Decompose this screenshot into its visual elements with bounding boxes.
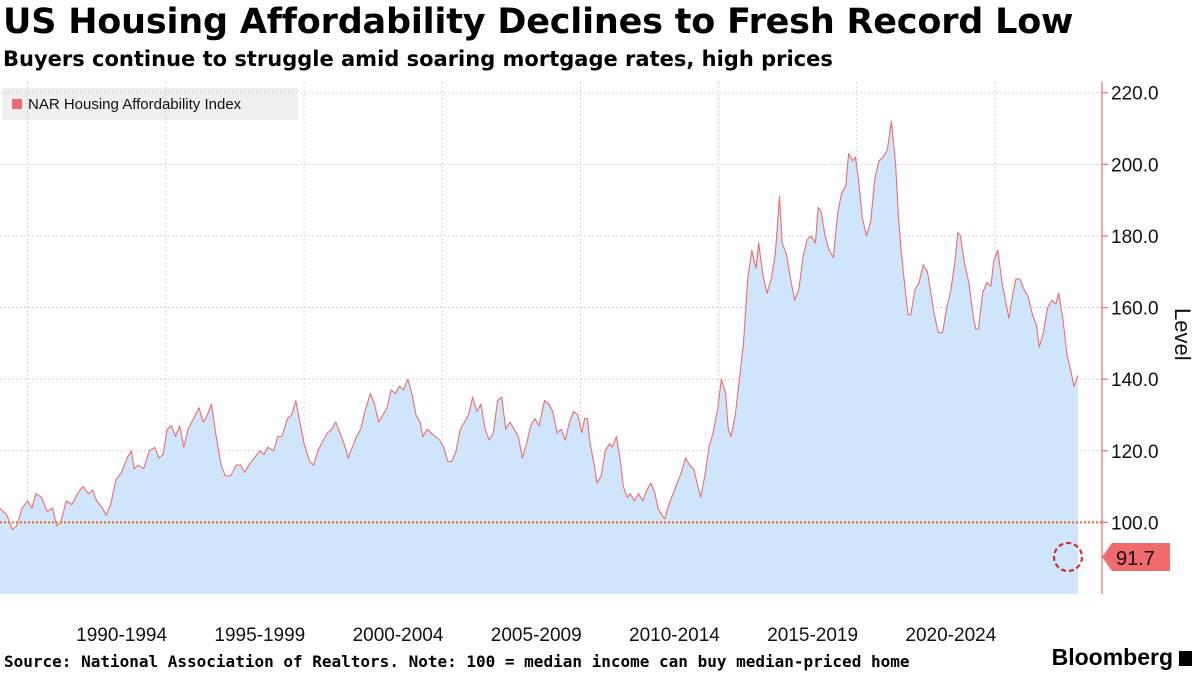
y-axis-label: Level (1170, 308, 1195, 361)
x-tick-label: 1995-1999 (214, 625, 305, 646)
latest-value-marker (1052, 541, 1084, 573)
x-tick-label: 2020-2024 (905, 625, 996, 646)
latest-value-label: 91.7 (1116, 548, 1155, 570)
latest-value-badge (1102, 543, 1170, 571)
x-tick-label: 2005-2009 (491, 625, 582, 646)
bloomberg-logo: Bloomberg (1052, 644, 1192, 671)
chart-legend: NAR Housing Affordability Index (2, 88, 298, 120)
chart-subtitle: Buyers continue to struggle amid soaring… (3, 47, 833, 71)
series-area (0, 121, 1078, 595)
y-tick-label: 140.0 (1111, 370, 1159, 391)
bloomberg-terminal-icon (1179, 651, 1192, 666)
y-tick-label: 100.0 (1111, 513, 1159, 534)
series-line (0, 120, 1079, 531)
x-tick-label: 2015-2019 (767, 625, 858, 646)
chart-title: US Housing Affordability Declines to Fre… (3, 2, 1074, 42)
y-tick-label: 160.0 (1111, 299, 1159, 320)
x-tick-label: 2010-2014 (629, 625, 720, 646)
y-tick-label: 120.0 (1111, 442, 1159, 463)
legend-swatch (12, 99, 22, 109)
x-tick-label: 1990-1994 (76, 625, 167, 646)
y-tick-label: 220.0 (1111, 84, 1159, 105)
y-tick-label: 180.0 (1111, 227, 1159, 248)
brand-wordmark: Bloomberg (1051, 644, 1173, 670)
x-tick-label: 2000-2004 (353, 625, 444, 646)
legend-label: NAR Housing Affordability Index (28, 95, 242, 113)
y-tick-label: 200.0 (1111, 155, 1159, 176)
source-note: Source: National Association of Realtors… (4, 652, 910, 671)
